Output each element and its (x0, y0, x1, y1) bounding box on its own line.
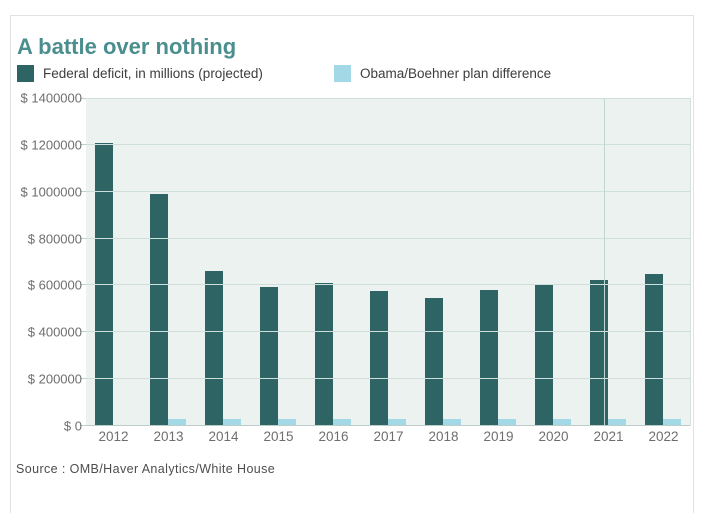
gridline (86, 237, 690, 239)
bar-plan-difference-2020 (552, 419, 571, 426)
chart-title: A battle over nothing (17, 34, 237, 59)
y-axis-tick-label: $ 200000 (27, 371, 82, 387)
legend-label-plan-difference: Obama/Boehner plan difference (360, 65, 552, 81)
bar-group-2018 (415, 98, 470, 426)
bar-plan-difference-2014 (223, 419, 242, 426)
y-axis-tick-label: $ 1200000 (20, 137, 82, 153)
bar-federal-deficit-2020 (534, 285, 553, 426)
plot-area (80, 98, 691, 426)
y-axis-tick (80, 237, 86, 239)
bars-row (86, 98, 690, 426)
y-axis-tick-label: $ 1400000 (20, 90, 82, 106)
gridline (86, 190, 690, 192)
bar-group-2015 (251, 98, 306, 426)
gridline (86, 98, 690, 99)
y-axis-tick-label: $ 400000 (27, 324, 82, 340)
legend-label-federal-deficit: Federal deficit, in millions (projected) (43, 65, 263, 81)
y-axis-tick (80, 284, 86, 286)
bar-plan-difference-2016 (333, 419, 352, 426)
bar-federal-deficit-2015 (260, 287, 279, 426)
vertical-gridline (604, 98, 605, 426)
bar-group-2019 (470, 98, 525, 426)
x-axis-label-2013: 2013 (153, 429, 184, 444)
y-axis-tick-label: $ 0 (63, 418, 82, 434)
y-axis-tick (80, 190, 86, 192)
bar-plan-difference-2013 (168, 419, 187, 426)
chart-container: A battle over nothing Federal deficit, i… (10, 15, 694, 513)
bar-group-2021 (580, 98, 635, 426)
bar-group-2022 (635, 98, 690, 426)
x-axis-label-2019: 2019 (483, 429, 514, 444)
x-axis-label-2021: 2021 (593, 429, 624, 444)
y-axis-tick (80, 378, 86, 380)
legend-item-federal-deficit: Federal deficit, in millions (projected) (17, 64, 334, 82)
x-axis-label-2016: 2016 (318, 429, 349, 444)
y-axis-tick (80, 143, 86, 145)
bar-group-2016 (306, 98, 361, 426)
bar-plan-difference-2022 (662, 419, 681, 426)
x-axis-label-2017: 2017 (373, 429, 404, 444)
bar-group-2014 (196, 98, 251, 426)
bar-federal-deficit-2014 (205, 271, 224, 426)
bar-federal-deficit-2022 (644, 274, 663, 426)
bar-federal-deficit-2013 (150, 194, 169, 426)
x-axis-label-2014: 2014 (208, 429, 239, 444)
x-axis-label-2015: 2015 (263, 429, 294, 444)
bar-federal-deficit-2016 (315, 283, 334, 426)
bar-group-2013 (141, 98, 196, 426)
chart-region: 2012 2013 2014 2015 2016 2017 2018 2019 2020 2021… (11, 16, 693, 513)
x-axis-label-2022: 2022 (648, 429, 679, 444)
gridline (86, 143, 690, 145)
bar-federal-deficit-2018 (424, 298, 443, 426)
bar-federal-deficit-2019 (479, 290, 498, 426)
legend-swatch-plan-difference (334, 64, 351, 82)
y-axis-tick (80, 98, 86, 99)
y-axis-tick-label: $ 800000 (27, 231, 82, 247)
bar-plan-difference-2017 (387, 419, 406, 426)
bar-group-2017 (361, 98, 416, 426)
bar-group-2020 (525, 98, 580, 426)
bar-federal-deficit-2021 (589, 280, 608, 426)
bar-plan-difference-2021 (607, 419, 626, 426)
gridline (86, 331, 690, 333)
bar-group-2012 (86, 98, 141, 426)
x-axis-label-2020: 2020 (538, 429, 569, 444)
y-axis-tick-label: $ 600000 (27, 277, 82, 293)
x-axis-label-2018: 2018 (428, 429, 459, 444)
x-axis: 2012 2013 2014 2015 2016 2017 2018 2019 2020 2021… (86, 429, 691, 444)
y-axis-tick (80, 425, 86, 426)
legend-item-plan-difference: Obama/Boehner plan difference (334, 64, 552, 82)
bar-plan-difference-2018 (442, 419, 461, 426)
x-axis-label-2012: 2012 (98, 429, 129, 444)
y-axis-tick-label: $ 1000000 (20, 184, 82, 200)
source-note: Source : OMB/Haver Analytics/White House (16, 462, 276, 476)
bar-plan-difference-2015 (278, 419, 297, 426)
gridline (86, 378, 690, 380)
bar-federal-deficit-2017 (369, 291, 388, 426)
legend: Federal deficit, in millions (projected)… (17, 63, 551, 83)
gridline (86, 425, 690, 426)
legend-swatch-federal-deficit (17, 64, 34, 82)
y-axis-tick (80, 331, 86, 333)
gridline (86, 284, 690, 286)
bar-plan-difference-2019 (497, 419, 516, 426)
